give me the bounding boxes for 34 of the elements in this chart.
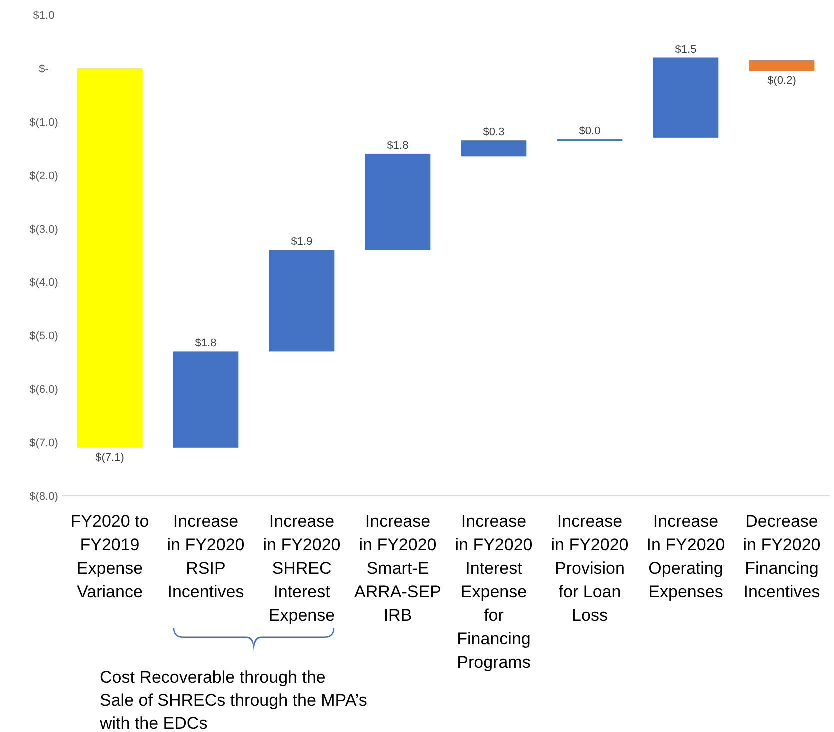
data-label: $0.0 bbox=[579, 126, 601, 138]
y-tick-label: $(4.0) bbox=[30, 277, 58, 290]
y-tick-label: $(3.0) bbox=[30, 224, 58, 236]
bar bbox=[77, 68, 143, 448]
x-tick-label: Increase in FY2020 Smart-E ARRA-SEP IRB bbox=[354, 512, 442, 625]
bar bbox=[173, 352, 239, 448]
y-tick-label: $(6.0) bbox=[30, 384, 58, 396]
x-tick-label: Increase in FY2020 Provision for Loan Loss bbox=[551, 512, 629, 625]
y-tick-label: $1.0 bbox=[33, 10, 55, 22]
data-label: $1.9 bbox=[291, 236, 313, 248]
y-tick-label: $(7.0) bbox=[30, 438, 58, 450]
x-tick-label: Increase In FY2020 Operating Expenses bbox=[646, 512, 726, 602]
y-tick-label: $- bbox=[39, 63, 50, 76]
bar bbox=[461, 140, 527, 157]
x-tick-label: Decrease in FY2020 Financing Incentives bbox=[743, 512, 821, 602]
x-tick-label: Increase in FY2020 SHREC Interest Expense bbox=[263, 512, 341, 625]
data-label: $(7.1) bbox=[96, 452, 124, 464]
data-label: $1.8 bbox=[195, 338, 217, 350]
data-label: $(0.2) bbox=[768, 75, 796, 88]
text: Cost Recoverable through the Sale of SHRECs through the MPA’s with the EDCs bbox=[99, 668, 368, 732]
x-tick-label: Increase in FY2020 Interest Expense for Financing Programs bbox=[455, 512, 533, 672]
data-label: $1.5 bbox=[675, 44, 697, 56]
bar bbox=[365, 154, 431, 250]
y-tick-label: $(1.0) bbox=[30, 116, 58, 129]
y-tick-label: $(2.0) bbox=[30, 170, 58, 182]
y-tick-label: $(5.0) bbox=[30, 330, 58, 343]
y-tick-label: $(8.0) bbox=[30, 491, 58, 503]
data-label: $0.3 bbox=[483, 126, 505, 139]
bar bbox=[653, 58, 719, 138]
x-tick-label: FY2020 to FY2019 Expense Variance bbox=[70, 512, 150, 602]
bar bbox=[749, 60, 815, 72]
data-label: $1.8 bbox=[387, 140, 409, 152]
x-tick-label: Increase in FY2020 RSIP Incentives bbox=[167, 512, 245, 602]
bar bbox=[269, 250, 335, 352]
